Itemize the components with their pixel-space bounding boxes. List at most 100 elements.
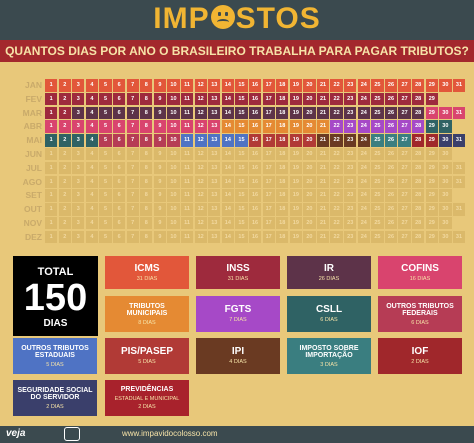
day-cell: 5 [99, 134, 112, 147]
day-cell: 8 [140, 106, 153, 120]
day-cell: 19 [289, 175, 302, 189]
day-cell: 22 [330, 189, 343, 202]
day-cell: 14 [221, 216, 235, 230]
day-cell: 1 [45, 216, 58, 230]
day-cell: 13 [208, 216, 221, 230]
day-cell: 8 [140, 79, 153, 92]
day-cell: 24 [357, 134, 370, 147]
day-cell: 25 [371, 230, 384, 244]
day-cell: 14 [221, 134, 235, 147]
day-cell: 21 [316, 92, 330, 106]
day-cell: 6 [112, 79, 126, 92]
day-cell: 3 [72, 189, 85, 202]
day-cell: 11 [180, 216, 194, 230]
day-cell: 26 [384, 79, 398, 92]
tax-name: INSS [226, 262, 250, 274]
day-cell: 21 [316, 189, 330, 202]
day-cell: 11 [180, 203, 194, 216]
header-bar [0, 0, 474, 40]
sad-face-logo-icon [64, 427, 80, 441]
day-cell: 30 [439, 147, 452, 161]
day-cell: 20 [303, 175, 316, 189]
month-label: OUT [24, 204, 42, 215]
day-cell: 21 [316, 203, 330, 216]
tax-box-servidor: SEGURIDADE SOCIAL DO SERVIDOR 2 DIAS [13, 380, 97, 416]
total-unit: DIAS [43, 318, 68, 329]
day-cell: 24 [357, 189, 370, 202]
footer-url: www.impavidocolosso.com [122, 429, 218, 438]
tax-name: FGTS [224, 304, 252, 315]
day-cell: 17 [262, 216, 275, 230]
day-cell: 18 [276, 147, 289, 161]
subtitle: QUANTOS DIAS POR ANO O BRASILEIRO TRABAL… [5, 44, 469, 58]
day-cell: 3 [72, 79, 85, 92]
day-cell: 15 [235, 106, 248, 120]
day-cell: 13 [208, 106, 221, 120]
day-cell: 16 [248, 189, 262, 202]
day-cell: 15 [235, 230, 248, 244]
day-cell: 8 [140, 175, 153, 189]
tax-box-estaduais: OUTROS TRIBUTOS ESTADUAIS 5 DIAS [13, 338, 97, 374]
day-cell: 30 [439, 106, 452, 120]
day-cell: 26 [384, 147, 398, 161]
day-cell: 13 [208, 203, 221, 216]
day-cell: 27 [398, 161, 411, 175]
day-cell: 27 [398, 189, 411, 202]
total-value: 150 [23, 277, 88, 319]
day-cell: 30 [439, 203, 452, 216]
day-cell: 21 [316, 79, 330, 92]
day-cell: 29 [425, 134, 438, 147]
tax-name: PIS/PASEP [120, 346, 174, 357]
day-cell: 17 [262, 230, 275, 244]
day-cell: 10 [167, 161, 180, 175]
month-label: SET [25, 190, 42, 201]
tax-name: TRIBUTOS MUNICIPAIS [126, 302, 168, 318]
day-cell: 23 [344, 147, 357, 161]
day-cell: 28 [412, 216, 425, 230]
day-cell: 22 [330, 134, 343, 147]
day-cell: 15 [235, 216, 248, 230]
day-cell: 24 [357, 216, 370, 230]
day-cell: 1 [45, 161, 58, 175]
day-cell: 8 [140, 92, 153, 106]
day-cell: 10 [167, 92, 180, 106]
calendar-row: 1 2 3 4 5 6 7 8 9 10 11 12 13 14 15 16 17 18 19 20 21 22 23 24 2… [45, 216, 466, 230]
day-cell: 28 [412, 134, 425, 147]
tax-name: IR [324, 262, 334, 274]
day-cell: 25 [371, 175, 384, 189]
tax-days: 5 DIAS [138, 359, 156, 365]
day-cell: 5 [99, 147, 112, 161]
day-cell: 2 [58, 175, 71, 189]
day-cell: 24 [357, 79, 370, 92]
tax-box-inss: INSS 31 DIAS [196, 256, 280, 289]
day-cell: 3 [72, 92, 85, 106]
day-cell: 20 [303, 161, 316, 175]
day-cell: 7 [126, 147, 139, 161]
day-cell: 11 [180, 147, 194, 161]
day-cell: 15 [235, 189, 248, 202]
day-cell: 18 [276, 92, 289, 106]
day-cell: 25 [371, 120, 384, 133]
day-cell: 18 [276, 216, 289, 230]
day-cell: 7 [126, 203, 139, 216]
day-cell: 23 [344, 120, 357, 133]
tax-box-icms: ICMS 31 DIAS [105, 256, 189, 289]
day-cell: 8 [140, 230, 153, 244]
day-cell: 25 [371, 92, 384, 106]
day-cell: 28 [412, 230, 425, 244]
day-cell: 19 [289, 147, 302, 161]
day-cell: 4 [85, 230, 99, 244]
day-cell: 3 [72, 120, 85, 133]
day-cell: 5 [99, 216, 112, 230]
day-cell: 19 [289, 79, 302, 92]
day-cell: 29 [425, 147, 438, 161]
day-cell: 8 [140, 203, 153, 216]
day-cell: 25 [371, 106, 384, 120]
day-cell: 22 [330, 147, 343, 161]
day-cell: 11 [180, 79, 194, 92]
tax-name: OUTROS TRIBUTOS ESTADUAIS [21, 344, 89, 360]
day-cell: 12 [194, 189, 207, 202]
day-cell: 21 [316, 147, 330, 161]
day-cell: 14 [221, 203, 235, 216]
day-cell: 20 [303, 106, 316, 120]
